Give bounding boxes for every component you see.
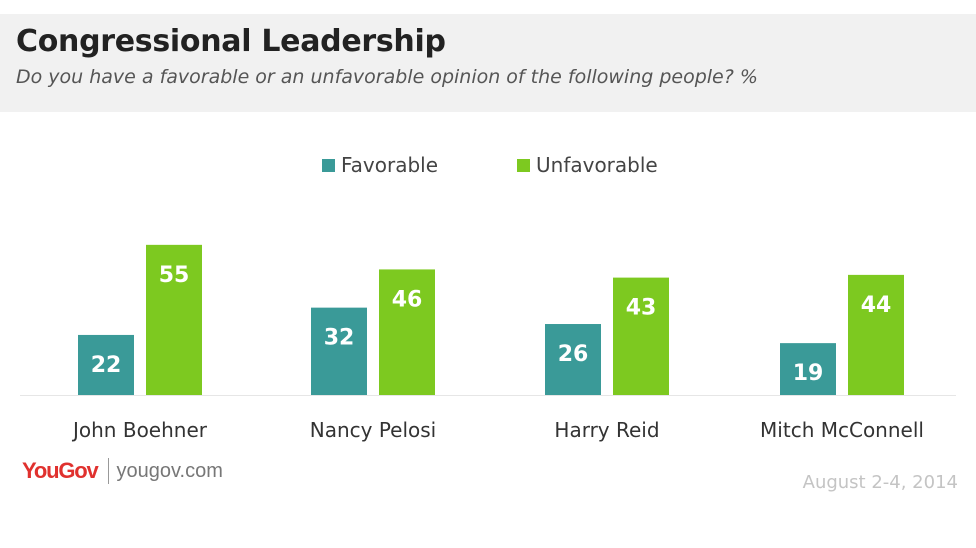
data-label-favorable-1: 32 [324,326,355,351]
bar-unfavorable-0 [146,244,202,395]
bar-favorable-0 [78,334,134,395]
category-label-1: Nancy Pelosi [310,418,437,442]
bar-unfavorable-2 [613,277,669,395]
bar-favorable-1 [311,307,367,395]
bar-favorable-2 [545,324,601,395]
logo-url: yougov.com [116,459,223,482]
data-label-unfavorable-0: 55 [159,263,190,288]
data-label-unfavorable-3: 44 [861,293,892,318]
chart-header: Congressional Leadership Do you have a f… [0,14,976,112]
bar-favorable-3 [780,343,836,395]
survey-date: August 2-4, 2014 [802,472,958,493]
chart-title: Congressional Leadership [16,24,446,59]
data-label-unfavorable-2: 43 [626,296,657,321]
data-label-favorable-0: 22 [91,353,122,378]
category-label-0: John Boehner [71,418,208,442]
legend-item-unfavorable: Unfavorable [517,153,658,177]
data-label-favorable-2: 26 [558,342,589,367]
data-label-unfavorable-1: 46 [392,287,423,312]
legend-item-favorable: Favorable [322,153,438,177]
bar-unfavorable-3 [848,274,904,395]
category-label-2: Harry Reid [554,418,659,442]
legend-swatch-unfavorable [517,158,530,172]
logo-divider [107,458,109,484]
yougov-logo: YouGov yougov.com [22,458,223,484]
legend-label-favorable: Favorable [341,153,439,177]
category-label-3: Mitch McConnell [760,418,924,442]
bar-unfavorable-1 [379,269,435,395]
legend-swatch-favorable [322,158,335,172]
data-label-favorable-3: 19 [793,361,824,386]
chart-legend: Favorable Unfavorable [0,153,976,177]
chart-subtitle: Do you have a favorable or an unfavorabl… [16,66,758,88]
logo-wordmark: YouGov [22,458,99,483]
legend-label-unfavorable: Unfavorable [536,153,658,177]
